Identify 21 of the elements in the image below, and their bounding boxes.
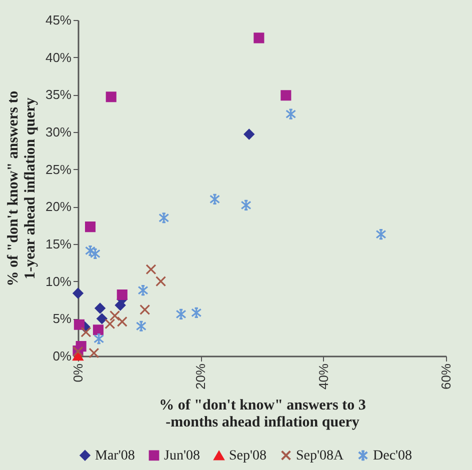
y-tick-label: 15% bbox=[45, 236, 72, 252]
x-tick-label: 60% bbox=[438, 363, 454, 390]
legend-label: Mar'08 bbox=[95, 448, 135, 464]
y-tick-label: 20% bbox=[45, 199, 72, 214]
x-tick-label: 20% bbox=[193, 363, 208, 390]
y-tick-label: 5% bbox=[52, 311, 72, 326]
x-tick-label: 0% bbox=[70, 363, 86, 382]
y-tick-label: 40% bbox=[45, 50, 72, 65]
y-tick-label: 45% bbox=[45, 12, 72, 28]
x-axis-title: % of "don't know" answers to 3 -months ahead inflation query bbox=[159, 398, 366, 431]
x-tick-label: 40% bbox=[316, 363, 331, 390]
y-tick-label: 25% bbox=[45, 162, 72, 177]
y-tick-label: 30% bbox=[45, 124, 72, 140]
legend-label: Jun'08 bbox=[164, 448, 200, 464]
legend-label: Sep'08A bbox=[296, 448, 345, 464]
legend-label: Sep'08 bbox=[229, 448, 267, 464]
y-tick-label: 35% bbox=[45, 87, 72, 102]
y-axis-title: % of "don't know" answers to 1-year ahead inflation query bbox=[5, 90, 38, 286]
y-tick-label: 0% bbox=[52, 348, 72, 364]
legend-label: Dec'08 bbox=[373, 448, 412, 464]
y-tick-label: 10% bbox=[45, 274, 72, 289]
